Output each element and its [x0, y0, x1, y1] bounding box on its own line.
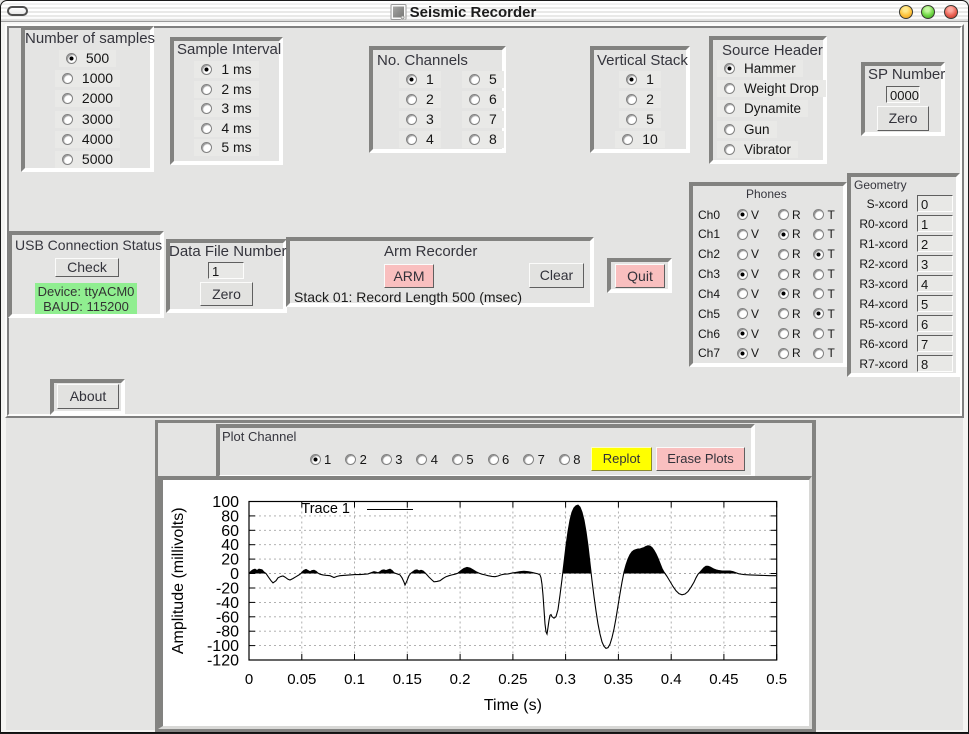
svg-text:Amplitude (millivolts): Amplitude (millivolts)	[170, 507, 187, 654]
svg-text:40: 40	[221, 537, 239, 554]
svg-text:0.15: 0.15	[393, 671, 422, 688]
svg-text:80: 80	[221, 508, 239, 525]
svg-text:0: 0	[230, 566, 239, 583]
svg-text:0.25: 0.25	[498, 671, 527, 688]
svg-text:60: 60	[221, 523, 239, 540]
svg-text:100: 100	[212, 494, 239, 511]
svg-text:0.3: 0.3	[555, 671, 576, 688]
svg-text:0.35: 0.35	[604, 671, 633, 688]
svg-text:-100: -100	[207, 638, 239, 655]
svg-text:0.1: 0.1	[344, 671, 365, 688]
svg-text:0.2: 0.2	[450, 671, 471, 688]
svg-text:0.45: 0.45	[709, 671, 738, 688]
svg-text:-120: -120	[207, 653, 239, 670]
svg-text:0.5: 0.5	[766, 671, 787, 688]
svg-text:Trace 1: Trace 1	[301, 501, 350, 517]
svg-text:-20: -20	[216, 581, 239, 598]
svg-text:Time (s): Time (s)	[484, 697, 542, 714]
svg-text:0.05: 0.05	[287, 671, 316, 688]
svg-text:0: 0	[245, 671, 253, 688]
svg-text:20: 20	[221, 552, 239, 569]
svg-text:-40: -40	[216, 595, 239, 612]
svg-text:0.4: 0.4	[661, 671, 682, 688]
svg-text:-80: -80	[216, 624, 239, 641]
svg-text:-60: -60	[216, 609, 239, 626]
